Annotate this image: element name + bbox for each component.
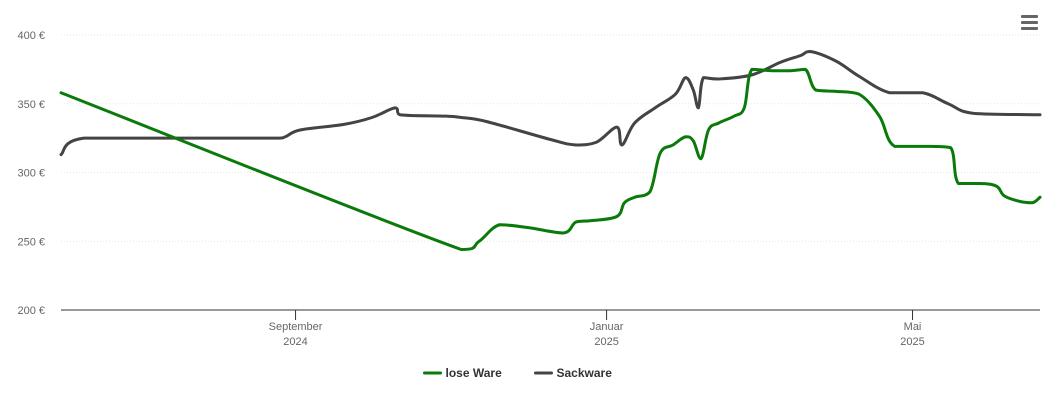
y-tick-label: 200 € (17, 305, 45, 317)
legend-label: lose Ware (446, 366, 503, 380)
x-tick-month-label: Januar (590, 321, 624, 333)
x-tick-year-label: 2025 (900, 336, 924, 348)
legend-item-sackware[interactable]: Sackware (534, 366, 613, 380)
legend-item-lose-ware[interactable]: lose Ware (423, 366, 503, 380)
hamburger-menu-icon[interactable] (1016, 10, 1042, 34)
x-tick-month-label: Mai (904, 321, 922, 333)
x-tick-year-label: 2025 (594, 336, 618, 348)
legend-label: Sackware (557, 366, 613, 380)
y-tick-label: 400 € (17, 30, 45, 42)
series-line-sackware[interactable] (59, 50, 1042, 157)
menu-bar (1020, 14, 1038, 18)
y-tick-label: 300 € (17, 168, 45, 180)
series-lines (59, 50, 1042, 251)
legend[interactable]: lose Ware Sackware (423, 366, 613, 380)
x-tick-year-label: 2024 (283, 336, 307, 348)
y-tick-label: 350 € (17, 99, 45, 111)
menu-bar (1020, 26, 1038, 30)
grid-lines (61, 34, 1040, 242)
x-axis: September 2024 Januar 2025 Mai 2025 (61, 309, 1040, 348)
y-axis: 200 € 250 € 300 € 350 € 400 € (17, 30, 45, 317)
menu-bar (1020, 20, 1038, 24)
x-tick-month-label: September (269, 321, 323, 333)
series-line-lose-ware[interactable] (59, 67, 1042, 251)
y-tick-label: 250 € (17, 236, 45, 248)
